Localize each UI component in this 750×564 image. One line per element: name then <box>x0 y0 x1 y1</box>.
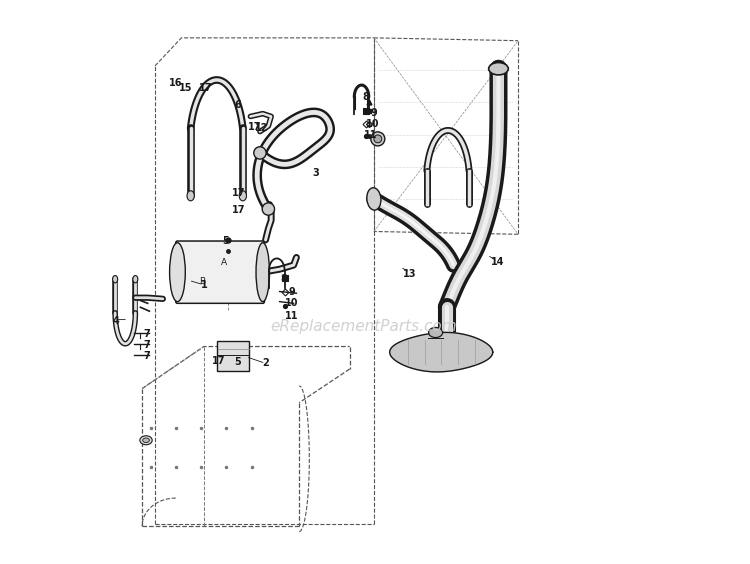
Text: 9: 9 <box>370 108 377 117</box>
Text: B: B <box>200 277 206 286</box>
FancyBboxPatch shape <box>217 341 249 371</box>
Ellipse shape <box>142 438 149 443</box>
Text: 17: 17 <box>232 205 246 215</box>
Text: 11: 11 <box>285 311 298 321</box>
Text: 10: 10 <box>366 119 380 129</box>
Polygon shape <box>390 332 493 372</box>
Ellipse shape <box>370 132 385 146</box>
Text: 10: 10 <box>285 298 298 309</box>
Ellipse shape <box>262 203 274 215</box>
Text: 1: 1 <box>200 280 207 290</box>
Text: 7: 7 <box>143 351 150 361</box>
Text: eReplacementParts.com: eReplacementParts.com <box>271 319 457 334</box>
Ellipse shape <box>112 276 118 283</box>
Text: A: A <box>220 258 227 267</box>
Text: 12: 12 <box>255 122 268 133</box>
Text: 8: 8 <box>280 274 287 284</box>
Text: 4: 4 <box>112 316 119 327</box>
Ellipse shape <box>489 63 508 75</box>
Text: 17: 17 <box>212 355 226 365</box>
Text: 11: 11 <box>364 130 378 140</box>
Text: 13: 13 <box>403 268 416 279</box>
Text: 17: 17 <box>199 83 212 94</box>
Ellipse shape <box>170 243 185 302</box>
Ellipse shape <box>140 436 152 445</box>
Ellipse shape <box>133 276 138 283</box>
Ellipse shape <box>428 328 442 338</box>
Ellipse shape <box>239 191 247 201</box>
Text: 7: 7 <box>143 340 150 350</box>
Text: 17: 17 <box>248 121 262 131</box>
Text: 8: 8 <box>362 92 369 102</box>
FancyBboxPatch shape <box>176 241 265 303</box>
Ellipse shape <box>254 147 266 159</box>
Text: 2: 2 <box>262 358 269 368</box>
Ellipse shape <box>187 191 194 201</box>
Text: 6: 6 <box>234 100 241 110</box>
Text: 7: 7 <box>143 329 150 338</box>
Ellipse shape <box>367 188 381 210</box>
Text: 5: 5 <box>235 356 242 367</box>
Text: 16: 16 <box>169 78 182 88</box>
Text: 5: 5 <box>222 236 229 246</box>
Text: 15: 15 <box>179 83 193 94</box>
Ellipse shape <box>374 135 382 143</box>
Text: 3: 3 <box>313 168 320 178</box>
Ellipse shape <box>256 243 269 302</box>
Text: 17: 17 <box>232 188 246 199</box>
Text: 9: 9 <box>289 287 296 297</box>
Text: 14: 14 <box>490 257 504 267</box>
